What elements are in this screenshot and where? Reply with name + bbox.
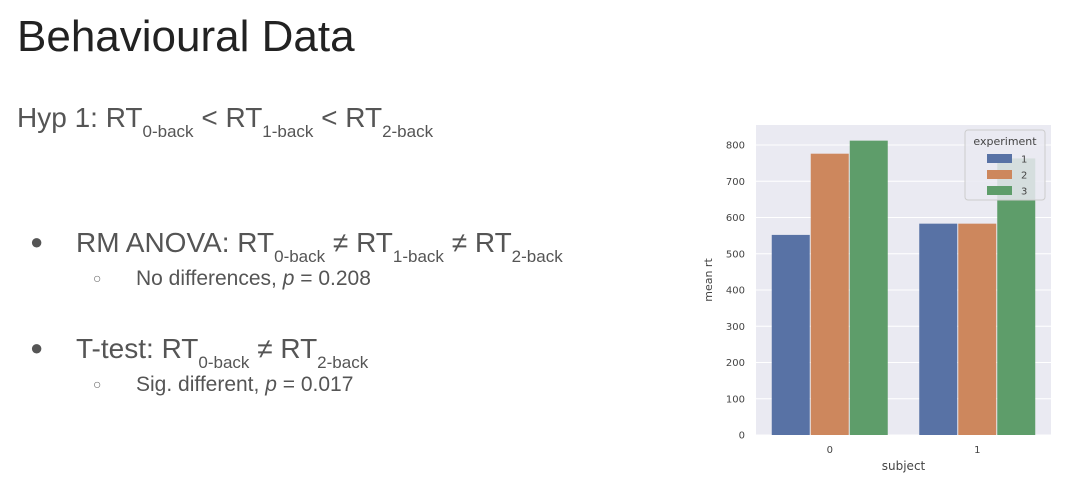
y-axis-label: mean rt	[702, 258, 715, 302]
anova-mid1: ≠ RT	[325, 227, 393, 258]
anova-prefix: RM ANOVA: RT	[76, 227, 275, 258]
sub-bullet-circle-icon: ○	[93, 270, 102, 286]
bullet-dot-icon: ●	[30, 229, 44, 254]
bar-2-1	[958, 223, 997, 435]
hyp-mid1: < RT	[193, 102, 263, 133]
anova-sub-2back: 2-back	[511, 247, 563, 266]
slide-title: Behavioural Data	[17, 12, 355, 61]
sub-bullet-anova-result: ○ No differences, p = 0.208	[93, 267, 371, 291]
legend-box	[964, 129, 1046, 201]
ttest-sub-0back: 0-back	[198, 353, 250, 372]
y-tick-label: 400	[726, 286, 745, 297]
hyp-mid2: < RT	[313, 102, 383, 133]
sub-bullet-ttest-result: ○ Sig. different, p = 0.017	[93, 373, 353, 397]
legend-swatch-2	[987, 170, 1012, 179]
y-tick-label: 300	[726, 322, 745, 333]
legend: experiment 1 2 3	[964, 129, 1046, 201]
y-tick-labels: 0 100 200 300 400 500 600 700 800	[726, 141, 745, 442]
legend-label-3: 3	[1021, 187, 1027, 198]
x-tick-label: 0	[827, 445, 833, 456]
bars	[771, 140, 1036, 435]
bar-3-0	[849, 140, 888, 435]
legend-label-2: 2	[1021, 171, 1027, 182]
y-tick-label: 700	[726, 177, 745, 188]
bar-2-0	[810, 153, 849, 435]
x-axis-label: subject	[882, 459, 926, 473]
y-tick-label: 100	[726, 394, 745, 405]
anova-p-symbol: p	[282, 267, 295, 290]
legend-title: experiment	[973, 135, 1037, 148]
bullet-t-test: ● T-test: RT0-back ≠ RT2-back	[30, 333, 368, 371]
anova-mid2: ≠ RT	[443, 227, 512, 258]
legend-swatch-3	[987, 186, 1012, 195]
ttest-mid1: ≠ RT	[249, 333, 318, 364]
ttest-result-text: Sig. different,	[136, 373, 266, 396]
y-tick-label: 800	[726, 141, 745, 152]
bar-1-1	[919, 223, 958, 435]
bullet-rm-anova: ● RM ANOVA: RT0-back ≠ RT1-back ≠ RT2-bac…	[30, 227, 563, 265]
y-tick-label: 0	[739, 431, 745, 442]
ttest-sub-2back: 2-back	[317, 353, 369, 372]
y-tick-label: 500	[726, 249, 745, 260]
bullet-dot-icon: ●	[30, 335, 44, 360]
bar-1-0	[771, 234, 810, 435]
hypothesis-line: Hyp 1: RT0-back < RT1-back < RT2-back	[17, 102, 433, 140]
bar-3-1	[997, 158, 1036, 435]
legend-label-1: 1	[1021, 155, 1027, 166]
anova-p-value: = 0.208	[294, 267, 371, 290]
legend-swatch-1	[987, 154, 1012, 163]
anova-sub-1back: 1-back	[392, 247, 444, 266]
ttest-prefix: T-test: RT	[76, 333, 199, 364]
y-tick-label: 600	[726, 213, 745, 224]
hyp-sub-2back: 2-back	[382, 122, 434, 141]
hyp-prefix: Hyp 1: RT	[17, 102, 143, 133]
ttest-p-value: = 0.017	[276, 373, 354, 396]
anova-sub-0back: 0-back	[274, 247, 326, 266]
ttest-p-symbol: p	[265, 373, 277, 396]
anova-result-text: No differences,	[136, 267, 283, 290]
sub-bullet-circle-icon: ○	[93, 376, 102, 392]
y-tick-label: 200	[726, 358, 745, 369]
x-tick-label: 1	[974, 445, 980, 456]
hyp-sub-0back: 0-back	[142, 122, 194, 141]
hyp-sub-1back: 1-back	[262, 122, 314, 141]
